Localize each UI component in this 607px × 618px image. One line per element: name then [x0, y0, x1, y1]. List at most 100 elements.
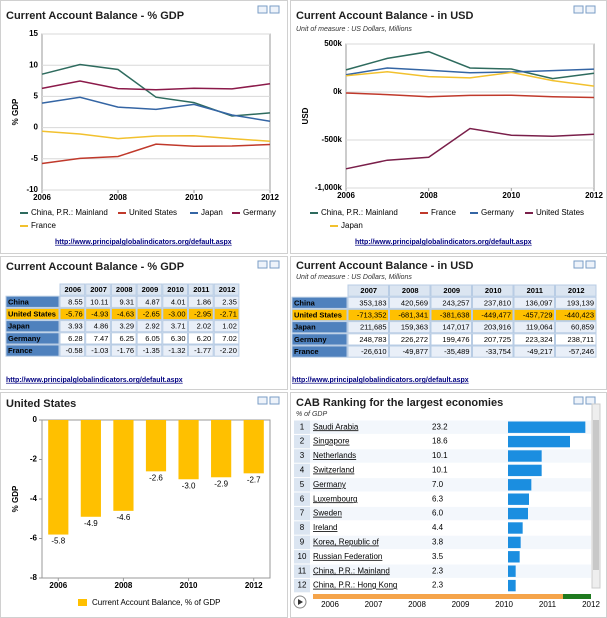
- legend-label: China, P.R.: Mainland: [321, 208, 398, 217]
- table-cell: [136, 307, 163, 321]
- cell-value: 193,139: [567, 298, 594, 307]
- table-cell: [472, 296, 514, 309]
- country-name[interactable]: Singapore: [313, 437, 350, 446]
- value-label: 2.3: [432, 566, 444, 575]
- rank: 4: [300, 466, 305, 475]
- cell-value: -1.77: [194, 346, 211, 355]
- cell-value: 6.30: [171, 334, 186, 343]
- rank: 1: [300, 422, 305, 431]
- table-cell: [85, 307, 111, 321]
- source-link[interactable]: http://www.principalglobalindicators.org…: [292, 377, 469, 384]
- row-header-cell: [291, 321, 348, 334]
- source-link[interactable]: http://www.principalglobalindicators.org…: [6, 377, 183, 384]
- header-cell: [188, 283, 214, 296]
- value-label: 6.3: [432, 494, 444, 503]
- panel-menu-icons[interactable]: [257, 5, 596, 405]
- bar: [211, 420, 232, 478]
- table-cell: [472, 333, 514, 346]
- row-header-cell: [291, 345, 348, 358]
- panel-title: Current Account Balance - % GDP: [6, 10, 184, 22]
- table-cell: [136, 320, 163, 333]
- y-tick-label: 15: [29, 29, 38, 38]
- cell-value: 248,783: [359, 335, 386, 344]
- table-cell: [59, 344, 86, 357]
- table-cell: [555, 308, 597, 322]
- panel-title: Current Account Balance - in USD: [296, 10, 474, 22]
- value-label: 3.5: [432, 552, 444, 561]
- timeline-year: 2008: [408, 600, 426, 609]
- cell-value: 9.31: [119, 297, 134, 306]
- table-cell: [472, 308, 514, 322]
- row-bg: [294, 578, 591, 593]
- header-label: 2008: [116, 285, 133, 294]
- rank: 3: [300, 451, 305, 460]
- country-name[interactable]: Korea, Republic of: [313, 538, 380, 547]
- cell-value: 237,810: [484, 298, 511, 307]
- table-cell: [85, 320, 111, 333]
- scroll-thumb[interactable]: [593, 420, 599, 570]
- table-cell: [85, 295, 111, 308]
- country-name[interactable]: Sweden: [313, 509, 342, 518]
- series-line: [345, 50, 595, 80]
- y-tick-label: -10: [26, 185, 38, 194]
- cell-value: 6.05: [145, 334, 160, 343]
- series-line: [41, 143, 271, 165]
- cell-value: -5.76: [66, 309, 83, 318]
- value-label: 23.2: [432, 422, 448, 431]
- value-label: 2.3: [432, 581, 444, 590]
- y-tick-label: -5: [31, 154, 39, 163]
- play-icon: [298, 599, 303, 605]
- source-link[interactable]: http://www.principalglobalindicators.org…: [55, 239, 232, 246]
- country-name[interactable]: Germany: [313, 480, 346, 489]
- header-label: 2010: [167, 285, 184, 294]
- header-label: 2012: [219, 285, 236, 294]
- x-tick-label: 2010: [185, 193, 203, 202]
- bar: [178, 420, 199, 480]
- cell-value: -1.32: [168, 346, 185, 355]
- table-cell: [513, 321, 555, 334]
- x-tick-label: 2008: [420, 191, 438, 200]
- header-cell: [213, 283, 240, 296]
- country-name[interactable]: Switzerland: [313, 466, 354, 475]
- table-cell: [513, 296, 555, 309]
- country-name[interactable]: Saudi Arabia: [313, 422, 359, 431]
- value-label: 4.4: [432, 523, 444, 532]
- cell-value: 4.01: [171, 297, 186, 306]
- country-name[interactable]: China, P.R.: Hong Kong: [313, 581, 397, 590]
- cell-value: 3.71: [171, 322, 186, 331]
- cell-value: 1.02: [222, 322, 237, 331]
- table-cell: [59, 320, 86, 333]
- bar: [508, 579, 516, 592]
- x-tick-label: 2010: [502, 191, 520, 200]
- country-name[interactable]: Russian Federation: [313, 552, 382, 561]
- x-tick-label: 2012: [245, 581, 263, 590]
- country-name[interactable]: Ireland: [313, 523, 337, 532]
- legend-label: France: [431, 208, 456, 217]
- bar: [508, 551, 520, 563]
- table-cell: [85, 344, 111, 357]
- table-cell: [430, 345, 472, 358]
- rank: 10: [298, 552, 307, 561]
- header-cell: [513, 284, 555, 297]
- table-cell: [213, 332, 240, 345]
- country-name[interactable]: China, P.R.: Mainland: [313, 566, 390, 575]
- country-name[interactable]: Luxembourg: [313, 494, 357, 503]
- y-tick-label: 5: [34, 92, 39, 101]
- cell-value: 223,324: [525, 335, 552, 344]
- cell-value: 136,097: [525, 298, 552, 307]
- rank: 11: [298, 566, 307, 575]
- y-tick-label: 0k: [333, 87, 342, 96]
- table-cell: [347, 296, 389, 309]
- rank-cell: [294, 434, 310, 449]
- panel-title: CAB Ranking for the largest economies: [296, 397, 503, 409]
- row-label: United States: [294, 310, 342, 319]
- x-tick-label: 2008: [109, 193, 127, 202]
- rank-cell: [294, 420, 310, 434]
- country-name[interactable]: Netherlands: [313, 451, 356, 460]
- cell-value: -49,217: [527, 347, 552, 356]
- source-link[interactable]: http://www.principalglobalindicators.org…: [355, 239, 532, 246]
- table-cell: [430, 296, 472, 309]
- table-cell: [430, 321, 472, 334]
- bar: [508, 565, 516, 577]
- timeline-track[interactable]: [313, 594, 563, 599]
